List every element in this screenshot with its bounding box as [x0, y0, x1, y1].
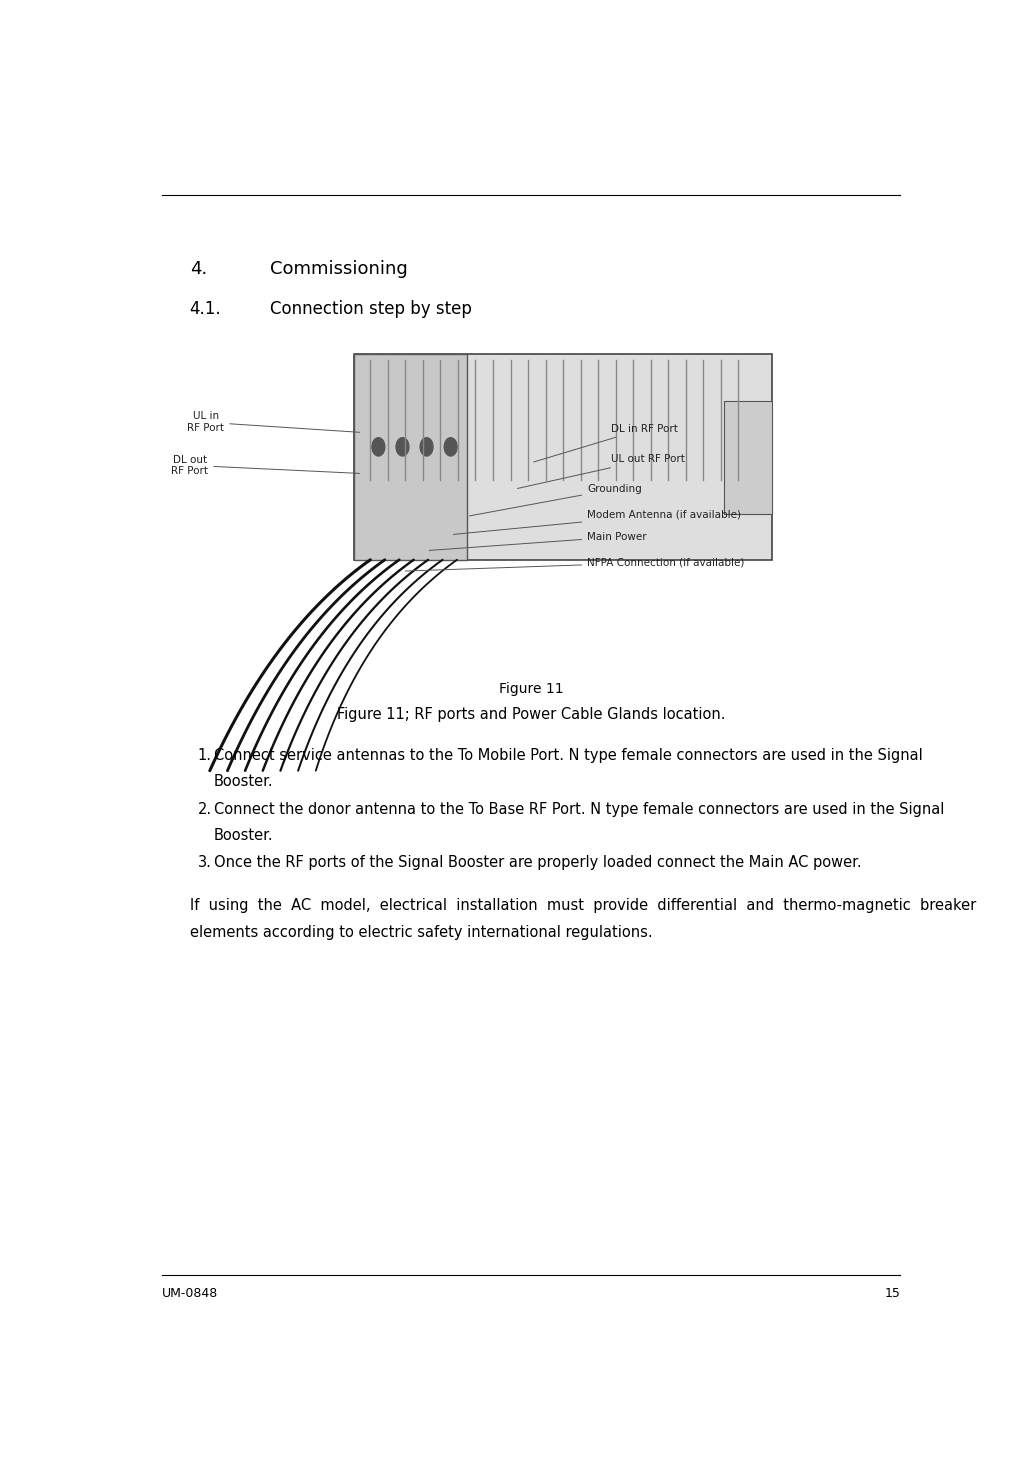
Text: Connect the donor antenna to the To Base RF Port. N type female connectors are u: Connect the donor antenna to the To Base… [213, 801, 944, 816]
Text: Booster.: Booster. [213, 775, 274, 789]
Text: 15: 15 [885, 1287, 900, 1299]
Text: If  using  the  AC  model,  electrical  installation  must  provide  differentia: If using the AC model, electrical instal… [190, 899, 976, 914]
Text: 4.1.: 4.1. [190, 299, 222, 318]
Bar [723, 401, 772, 514]
Text: UL in
RF Port: UL in RF Port [188, 412, 359, 432]
Text: Grounding: Grounding [469, 484, 642, 515]
Text: Figure 11; RF ports and Power Cable Glands location.: Figure 11; RF ports and Power Cable Glan… [337, 706, 725, 721]
Bar [354, 354, 466, 560]
Text: 1.: 1. [198, 748, 211, 763]
Text: UL out RF Port: UL out RF Port [518, 455, 685, 489]
Text: DL in RF Port: DL in RF Port [534, 424, 679, 462]
Circle shape [421, 438, 433, 456]
Text: UM-0848: UM-0848 [162, 1287, 218, 1299]
Text: Booster.: Booster. [213, 828, 274, 843]
Text: Main Power: Main Power [429, 532, 646, 551]
Text: NFPA Connection (if available): NFPA Connection (if available) [405, 557, 745, 572]
Bar [354, 354, 772, 560]
Text: Figure 11: Figure 11 [498, 681, 564, 696]
Text: 2.: 2. [198, 801, 212, 816]
Text: Modem Antenna (if available): Modem Antenna (if available) [454, 509, 741, 535]
Text: elements according to electric safety international regulations.: elements according to electric safety in… [190, 924, 653, 939]
Circle shape [372, 438, 384, 456]
Text: 3.: 3. [198, 855, 211, 871]
Circle shape [396, 438, 409, 456]
Text: Connection step by step: Connection step by step [270, 299, 471, 318]
Text: Commissioning: Commissioning [270, 259, 408, 278]
Text: 4.: 4. [190, 259, 207, 278]
Circle shape [444, 438, 457, 456]
Text: DL out
RF Port: DL out RF Port [171, 455, 359, 475]
Text: Connect service antennas to the To Mobile Port. N type female connectors are use: Connect service antennas to the To Mobil… [213, 748, 922, 763]
Text: Once the RF ports of the Signal Booster are properly loaded connect the Main AC : Once the RF ports of the Signal Booster … [213, 855, 861, 871]
